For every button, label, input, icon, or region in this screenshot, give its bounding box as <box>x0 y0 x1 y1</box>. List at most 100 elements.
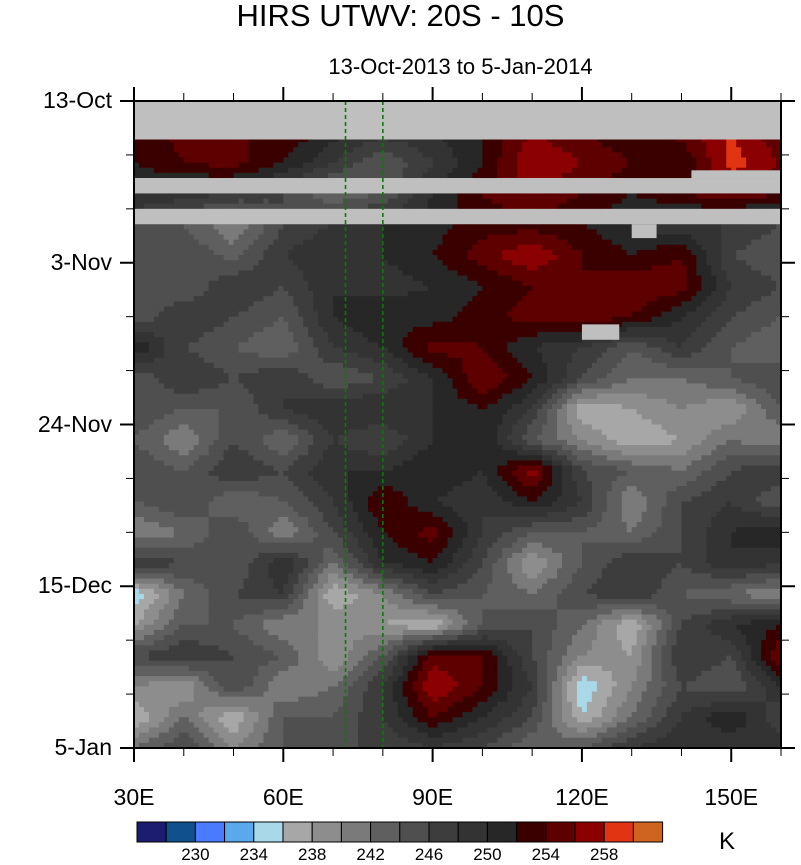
heatmap-cell <box>527 691 538 698</box>
heatmap-cell <box>776 645 782 651</box>
heatmap-cell <box>362 635 404 641</box>
heatmap-cell <box>487 742 513 749</box>
heatmap-cell <box>193 686 210 693</box>
heatmap-cell <box>238 742 259 749</box>
heatmap-cell <box>711 619 752 626</box>
heatmap-cell <box>646 629 658 636</box>
heatmap-cell <box>163 742 200 749</box>
heatmap-cell <box>328 162 354 169</box>
heatmap-cell <box>158 378 230 384</box>
heatmap-cell <box>462 542 478 549</box>
heatmap-cell <box>377 670 394 677</box>
heatmap-cell <box>362 527 384 533</box>
heatmap-cell <box>646 393 747 400</box>
heatmap-cell <box>333 306 463 313</box>
heatmap-cell <box>646 727 673 734</box>
heatmap-cell <box>751 593 782 600</box>
heatmap-cell <box>626 727 648 734</box>
heatmap-cell <box>596 732 618 739</box>
heatmap-cell <box>338 511 359 518</box>
heatmap-cell <box>646 342 677 348</box>
heatmap-cell <box>736 311 782 318</box>
heatmap-cell <box>402 203 429 210</box>
heatmap-cell <box>293 147 324 153</box>
heatmap-cell <box>462 516 483 523</box>
heatmap-cell <box>621 506 648 513</box>
heatmap-cell <box>293 558 309 564</box>
colorbar-swatch <box>282 821 313 843</box>
heatmap-cell <box>562 470 573 477</box>
heatmap-cell <box>482 152 503 158</box>
heatmap-cell <box>298 578 309 585</box>
heatmap-cell <box>616 722 638 728</box>
heatmap-cell <box>661 347 702 354</box>
heatmap-cell <box>392 696 409 703</box>
heatmap-cell <box>298 439 314 446</box>
heatmap-cell <box>318 532 339 538</box>
heatmap-cell <box>407 737 463 744</box>
heatmap-cell <box>527 470 538 477</box>
heatmap-cell <box>527 290 677 297</box>
heatmap-cell <box>552 465 563 472</box>
heatmap-cell <box>168 706 205 713</box>
heatmap-cell <box>357 558 369 564</box>
heatmap-cell <box>318 316 339 323</box>
heatmap-cell <box>611 368 732 374</box>
heatmap-cell <box>676 676 697 682</box>
heatmap-cell <box>348 588 374 595</box>
heatmap-cell <box>721 326 762 333</box>
heatmap-cell <box>771 722 782 728</box>
heatmap-cell <box>412 573 449 580</box>
heatmap-cell <box>701 244 722 251</box>
heatmap-cell <box>601 445 692 451</box>
heatmap-cell <box>616 681 633 687</box>
heatmap-cell <box>352 640 389 646</box>
heatmap-cell <box>432 511 458 518</box>
heatmap-cell <box>308 429 329 436</box>
heatmap-cell <box>402 157 434 164</box>
heatmap-cell <box>616 732 638 739</box>
heatmap-cell <box>527 732 563 739</box>
heatmap-cell <box>656 527 682 533</box>
heatmap-cell <box>382 712 399 718</box>
heatmap-cell <box>193 737 210 744</box>
heatmap-cell <box>706 296 727 302</box>
heatmap-cell <box>611 676 638 682</box>
heatmap-cell <box>601 142 687 148</box>
heatmap-cell <box>626 162 697 169</box>
heatmap-cell <box>402 342 429 348</box>
heatmap-cell <box>313 465 394 472</box>
heatmap-cell <box>517 152 573 158</box>
heatmap-cell <box>527 588 538 595</box>
heatmap-cell <box>138 619 155 626</box>
heatmap-cell <box>352 552 369 559</box>
heatmap-cell <box>746 162 777 169</box>
heatmap-cell <box>313 306 334 313</box>
heatmap-cell <box>178 604 210 610</box>
heatmap-cell <box>721 424 782 431</box>
heatmap-cell <box>163 439 200 446</box>
heatmap-cell <box>601 619 623 626</box>
heatmap-cell <box>148 681 195 687</box>
heatmap-cell <box>298 552 324 559</box>
heatmap-cell <box>761 501 782 508</box>
heatmap-cell <box>134 306 165 313</box>
heatmap-cell <box>636 224 722 230</box>
heatmap-cell <box>382 717 404 723</box>
heatmap-cell <box>134 347 150 354</box>
heatmap-cell <box>497 660 508 667</box>
heatmap-cell <box>776 316 782 323</box>
heatmap-cell <box>462 563 483 569</box>
heatmap-cell <box>591 496 608 503</box>
heatmap-cell <box>606 496 623 503</box>
heatmap-cell <box>701 670 742 677</box>
heatmap-cell <box>517 465 543 472</box>
heatmap-cell <box>661 676 677 682</box>
heatmap-cell <box>576 409 638 415</box>
heatmap-cell <box>686 270 697 277</box>
heatmap-cell <box>238 198 244 205</box>
heatmap-cell <box>412 588 429 595</box>
heatmap-cell <box>328 588 349 595</box>
heatmap-cell <box>323 547 334 554</box>
heatmap-cell <box>502 414 523 420</box>
